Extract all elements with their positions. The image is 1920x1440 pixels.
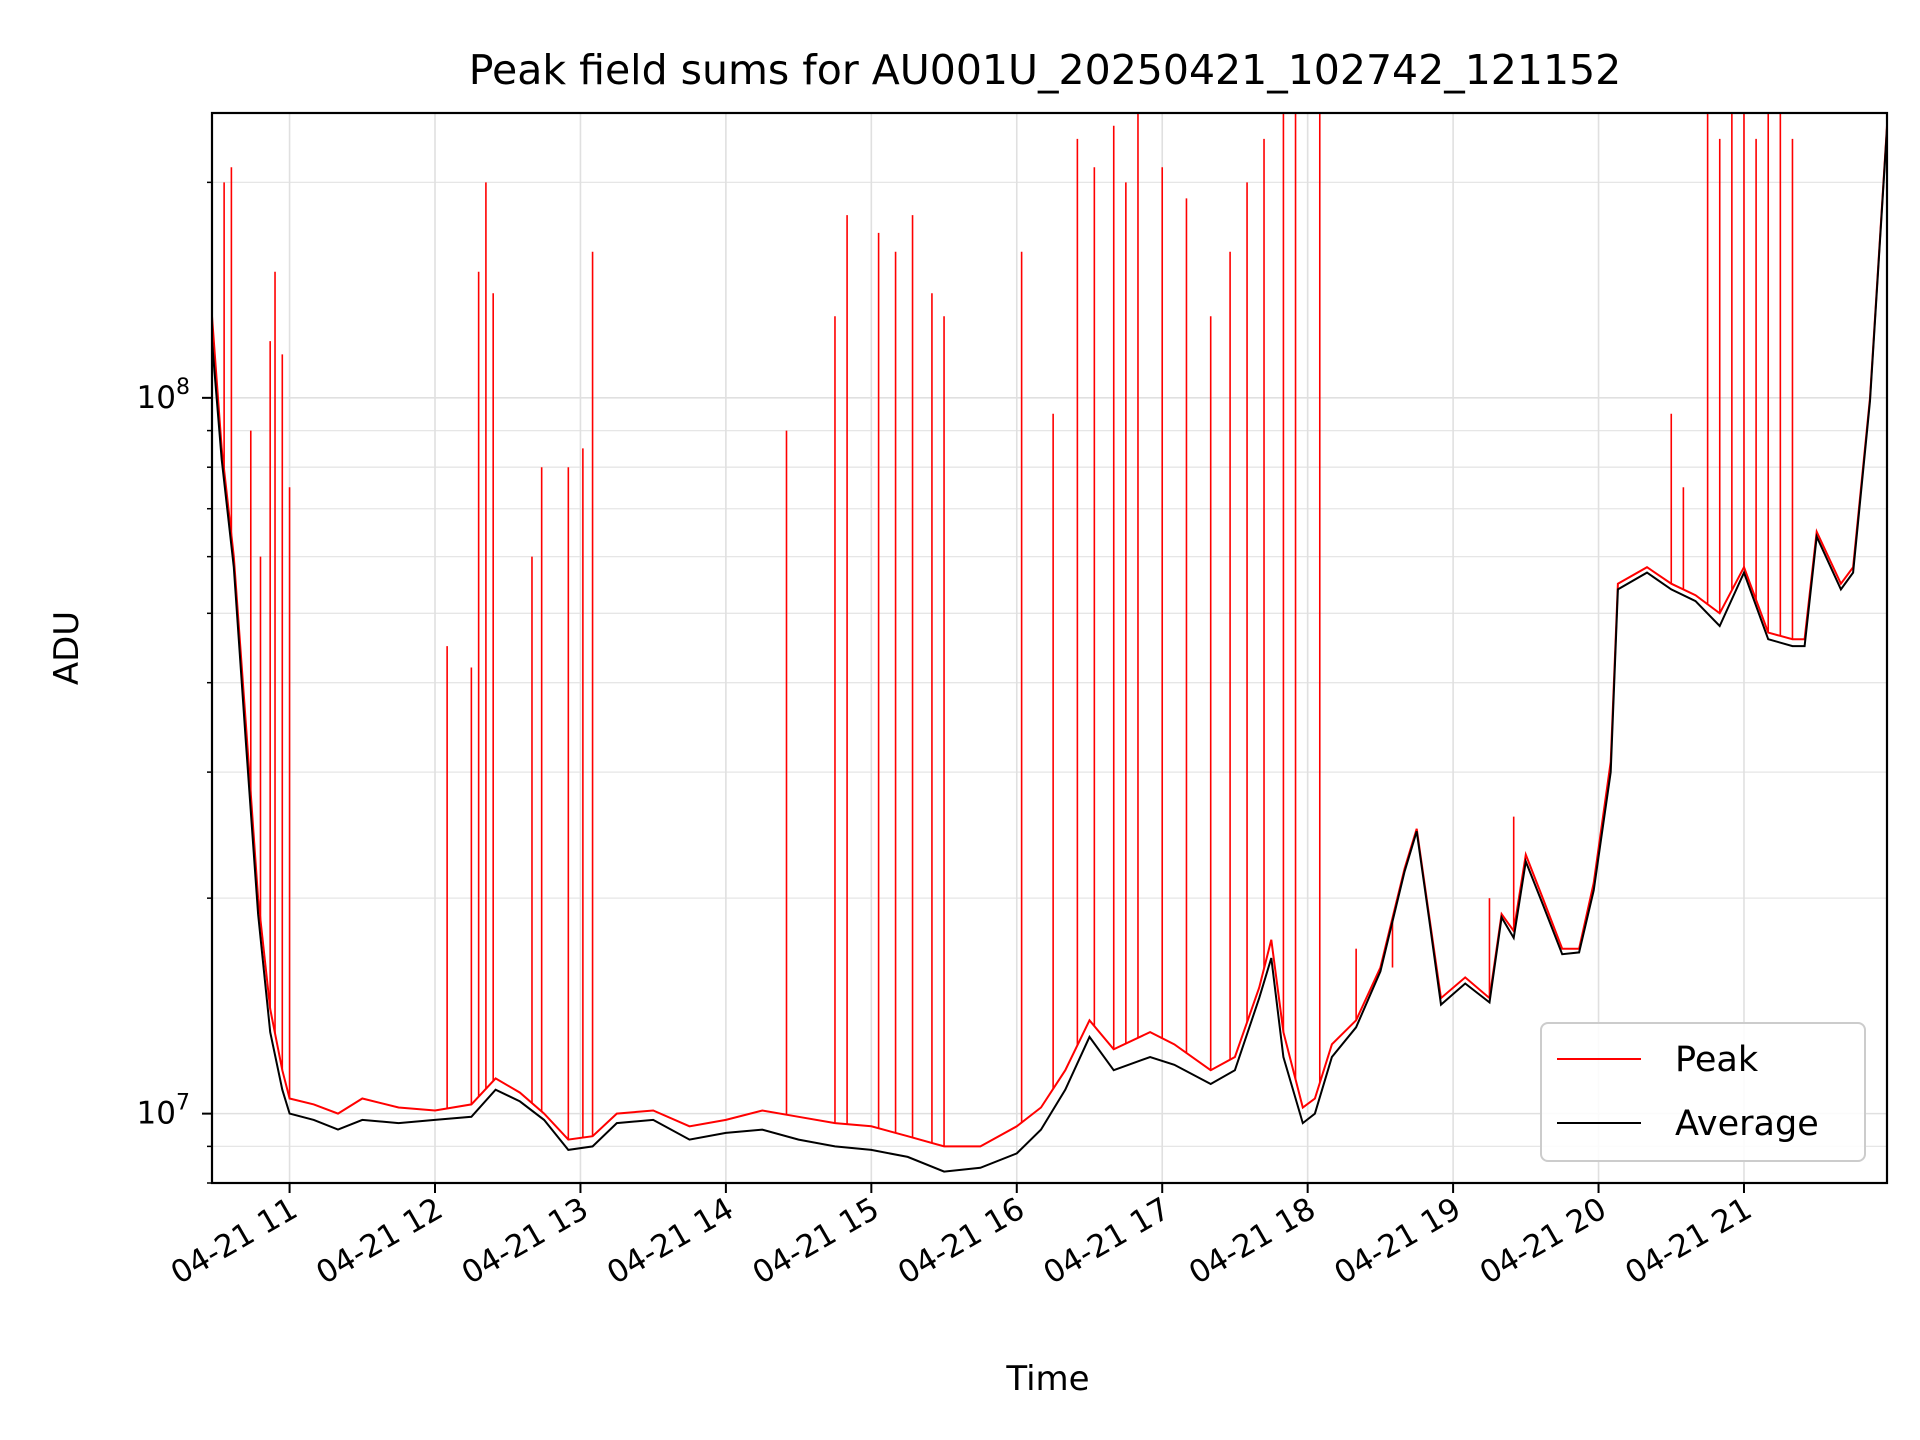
series-average-line <box>212 128 1887 1173</box>
x-axis-label: Time <box>1005 1359 1089 1399</box>
y-axis-label: ADU <box>47 611 87 685</box>
legend-peak-label: Peak <box>1675 1040 1759 1080</box>
y-axis-ticks: 107 108 <box>137 181 212 1184</box>
y-tick-label: 108 <box>137 375 190 416</box>
series-peak-line <box>212 125 1887 1148</box>
plot-area <box>212 113 1887 1173</box>
peak-spikes <box>223 113 1794 1147</box>
chart-title: Peak field sums for AU001U_20250421_1027… <box>469 46 1622 94</box>
legend-box <box>1540 1022 1866 1162</box>
legend-average-label: Average <box>1675 1104 1819 1144</box>
legend: Peak Average <box>1540 1022 1866 1162</box>
plot-frame <box>210 111 1889 1185</box>
y-tick-label: 107 <box>137 1091 190 1132</box>
